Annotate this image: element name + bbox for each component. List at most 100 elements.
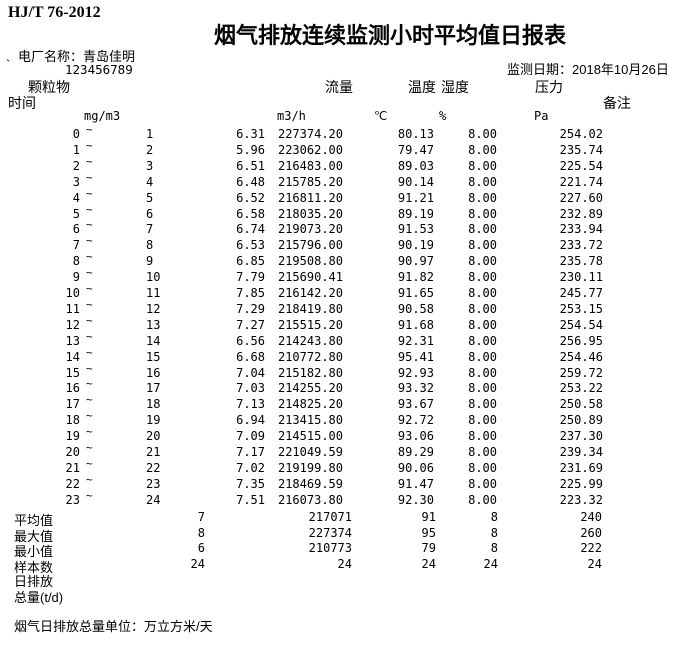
humidity-value: 8.00 bbox=[468, 397, 497, 412]
flow-value: 218419.80 bbox=[277, 301, 343, 316]
flow-value: 216483.00 bbox=[277, 158, 343, 173]
hour-from: 13 bbox=[65, 333, 80, 348]
hour-from: 14 bbox=[65, 349, 80, 364]
hour-from: 12 bbox=[65, 317, 80, 332]
summary-label: 最大值 bbox=[14, 528, 54, 544]
flow-value: 215182.80 bbox=[277, 365, 343, 380]
pressure-value: 237.30 bbox=[559, 429, 603, 444]
unit-humidity: % bbox=[439, 109, 447, 123]
pm-value: 7.51 bbox=[236, 492, 265, 507]
summary-pm-value: 8 bbox=[197, 525, 205, 540]
humidity-value: 8.00 bbox=[468, 190, 497, 205]
flow-value: 215785.20 bbox=[277, 174, 343, 189]
humidity-value: 8.00 bbox=[468, 127, 497, 141]
tilde-separator: ~ bbox=[86, 488, 93, 502]
hour-to: 15 bbox=[146, 349, 161, 364]
tilde-separator: ~ bbox=[86, 425, 93, 439]
tilde-separator: ~ bbox=[86, 393, 93, 407]
humidity-value: 8.00 bbox=[468, 429, 497, 444]
daily-emission-label-line2: 总量(t/d) bbox=[14, 590, 64, 605]
humidity-value: 8.00 bbox=[468, 301, 497, 316]
hour-to: 4 bbox=[146, 174, 154, 189]
tilde-separator: ~ bbox=[86, 472, 93, 486]
flow-value: 213415.80 bbox=[277, 413, 343, 428]
table-row: 0 ~1 6.31 227374.20 80.13 8.00 254.02 bbox=[0, 123, 684, 142]
hour-to: 8 bbox=[146, 238, 154, 253]
pm-value: 5.96 bbox=[236, 142, 265, 157]
humidity-value: 8.00 bbox=[468, 460, 497, 475]
hour-from: 8 bbox=[72, 254, 80, 269]
pm-value: 6.74 bbox=[236, 222, 265, 237]
temp-value: 91.65 bbox=[397, 286, 434, 300]
column-header-flow: 流量 bbox=[325, 79, 353, 95]
pressure-value: 225.54 bbox=[559, 158, 603, 173]
humidity-value: 8.00 bbox=[468, 254, 497, 269]
table-row: 20 ~21 7.17 221049.59 89.29 8.00 239.34 bbox=[0, 441, 684, 460]
hour-to: 23 bbox=[146, 476, 161, 491]
pressure-value: 254.46 bbox=[559, 349, 603, 364]
summary-label: 最小值 bbox=[14, 544, 54, 560]
table-row: 18 ~19 6.94 213415.80 92.72 8.00 250.89 bbox=[0, 409, 684, 428]
pressure-value: 253.15 bbox=[559, 301, 603, 316]
hour-to: 24 bbox=[146, 492, 161, 507]
table-row: 12 ~13 7.27 215515.20 91.68 8.00 254.54 bbox=[0, 314, 684, 333]
column-header-pm: 颗粒物 bbox=[28, 79, 70, 95]
hour-from: 19 bbox=[65, 429, 80, 444]
hour-to: 1 bbox=[146, 127, 154, 141]
temp-value: 90.58 bbox=[397, 301, 434, 316]
table-row: 15 ~16 7.04 215182.80 92.93 8.00 259.72 bbox=[0, 362, 684, 381]
pm-value: 6.31 bbox=[236, 127, 265, 141]
tilde-separator: ~ bbox=[86, 154, 93, 168]
column-header-pressure: 压力 bbox=[535, 79, 563, 95]
hour-to: 9 bbox=[146, 254, 154, 269]
pressure-value: 239.34 bbox=[559, 445, 603, 459]
summary-flow-value: 227374 bbox=[308, 525, 352, 540]
flow-value: 215690.41 bbox=[277, 270, 343, 285]
pm-value: 6.85 bbox=[236, 254, 265, 269]
summary-flow-value: 217071 bbox=[308, 510, 352, 524]
flow-value: 219199.80 bbox=[277, 460, 343, 475]
summary-pressure-value: 222 bbox=[580, 541, 602, 556]
temp-value: 91.68 bbox=[397, 317, 434, 332]
pressure-value: 256.95 bbox=[559, 333, 603, 348]
table-row: 6 ~7 6.74 219073.20 91.53 8.00 233.94 bbox=[0, 218, 684, 237]
pressure-value: 231.69 bbox=[559, 460, 603, 475]
hour-to: 3 bbox=[146, 158, 154, 173]
tilde-separator: ~ bbox=[86, 218, 93, 232]
table-row: 11 ~12 7.29 218419.80 90.58 8.00 253.15 bbox=[0, 298, 684, 317]
pm-value: 7.13 bbox=[236, 397, 265, 412]
flow-value: 221049.59 bbox=[277, 445, 343, 459]
pressure-value: 235.78 bbox=[559, 254, 603, 269]
summary-label: 平均值 bbox=[14, 513, 54, 528]
humidity-value: 8.00 bbox=[468, 333, 497, 348]
table-row: 22 ~23 7.35 218469.59 91.47 8.00 225.99 bbox=[0, 473, 684, 492]
column-header-time: 时间 bbox=[8, 95, 36, 111]
tilde-separator: ~ bbox=[86, 138, 93, 152]
plant-code: 123456789 bbox=[65, 62, 133, 77]
hour-from: 2 bbox=[72, 158, 80, 173]
pm-value: 7.17 bbox=[236, 445, 265, 459]
pm-value: 7.27 bbox=[236, 317, 265, 332]
unit-temp: ℃ bbox=[374, 109, 388, 123]
column-header-temp: 温度 bbox=[408, 79, 436, 95]
summary-pressure-value: 260 bbox=[580, 525, 602, 540]
humidity-value: 8.00 bbox=[468, 365, 497, 380]
temp-value: 90.14 bbox=[397, 174, 434, 189]
plant-name-value: 青岛佳明 bbox=[83, 49, 136, 64]
temp-value: 91.21 bbox=[397, 190, 434, 205]
table-row: 13 ~14 6.56 214243.80 92.31 8.00 256.95 bbox=[0, 330, 684, 349]
hour-to: 21 bbox=[146, 445, 161, 459]
tilde-separator: ~ bbox=[86, 282, 93, 295]
flow-value: 215796.00 bbox=[277, 238, 343, 253]
humidity-value: 8.00 bbox=[468, 381, 497, 396]
hour-from: 20 bbox=[65, 445, 80, 459]
flow-value: 218469.59 bbox=[277, 476, 343, 491]
table-row: 17 ~18 7.13 214825.20 93.67 8.00 250.58 bbox=[0, 393, 684, 412]
summary-flow-value: 24 bbox=[337, 556, 352, 571]
plant-mark: ` bbox=[6, 57, 11, 72]
temp-value: 92.30 bbox=[397, 492, 434, 507]
humidity-value: 8.00 bbox=[468, 413, 497, 428]
humidity-value: 8.00 bbox=[468, 270, 497, 285]
hour-to: 5 bbox=[146, 190, 154, 205]
